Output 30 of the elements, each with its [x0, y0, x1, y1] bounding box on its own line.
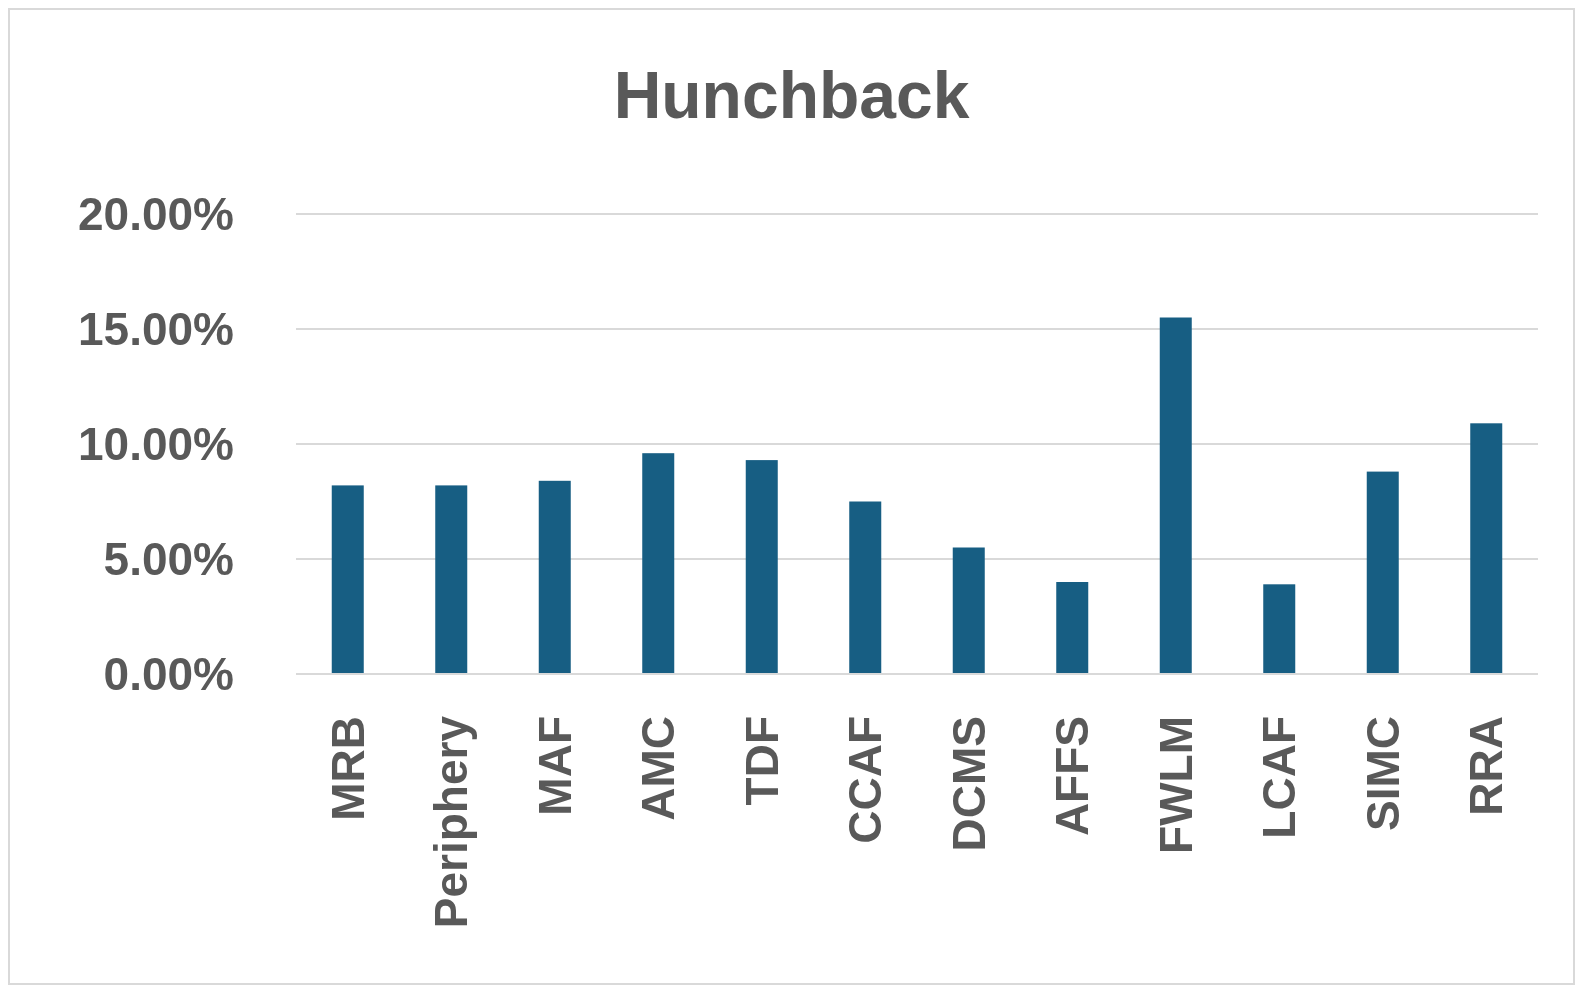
x-tick-label: SIMC: [1356, 716, 1409, 831]
x-tick-label: DCMS: [942, 716, 995, 852]
bar: [1470, 423, 1503, 674]
x-tick-label: MAF: [528, 716, 581, 816]
y-tick-label: 10.00%: [77, 418, 234, 471]
bar: [642, 453, 675, 674]
x-tick-label: AMC: [632, 716, 685, 821]
bar: [331, 485, 364, 674]
x-tick-label: LCAF: [1253, 716, 1306, 839]
bar: [435, 485, 468, 674]
chart-title: Hunchback: [613, 58, 970, 132]
x-tick-label: AFFS: [1046, 716, 1099, 837]
y-tick-label: 5.00%: [103, 533, 234, 586]
bar: [952, 547, 985, 674]
x-tick-label: CCAF: [839, 716, 892, 844]
y-tick-label: 15.00%: [77, 303, 234, 356]
x-tick-label: RRA: [1460, 716, 1513, 816]
x-tick-label: Periphery: [425, 715, 478, 929]
bar: [1056, 582, 1089, 674]
x-tick-label: TDF: [735, 716, 788, 806]
bar: [849, 501, 882, 674]
y-tick-label: 20.00%: [77, 188, 234, 241]
bar: [1159, 317, 1192, 674]
y-tick-label: 0.00%: [103, 648, 234, 701]
bar: [1263, 584, 1296, 674]
x-tick-label: FWLM: [1149, 716, 1202, 854]
bar: [538, 480, 571, 674]
bar: [1366, 471, 1399, 674]
x-tick-label: MRB: [321, 716, 374, 821]
bar: [745, 460, 778, 674]
